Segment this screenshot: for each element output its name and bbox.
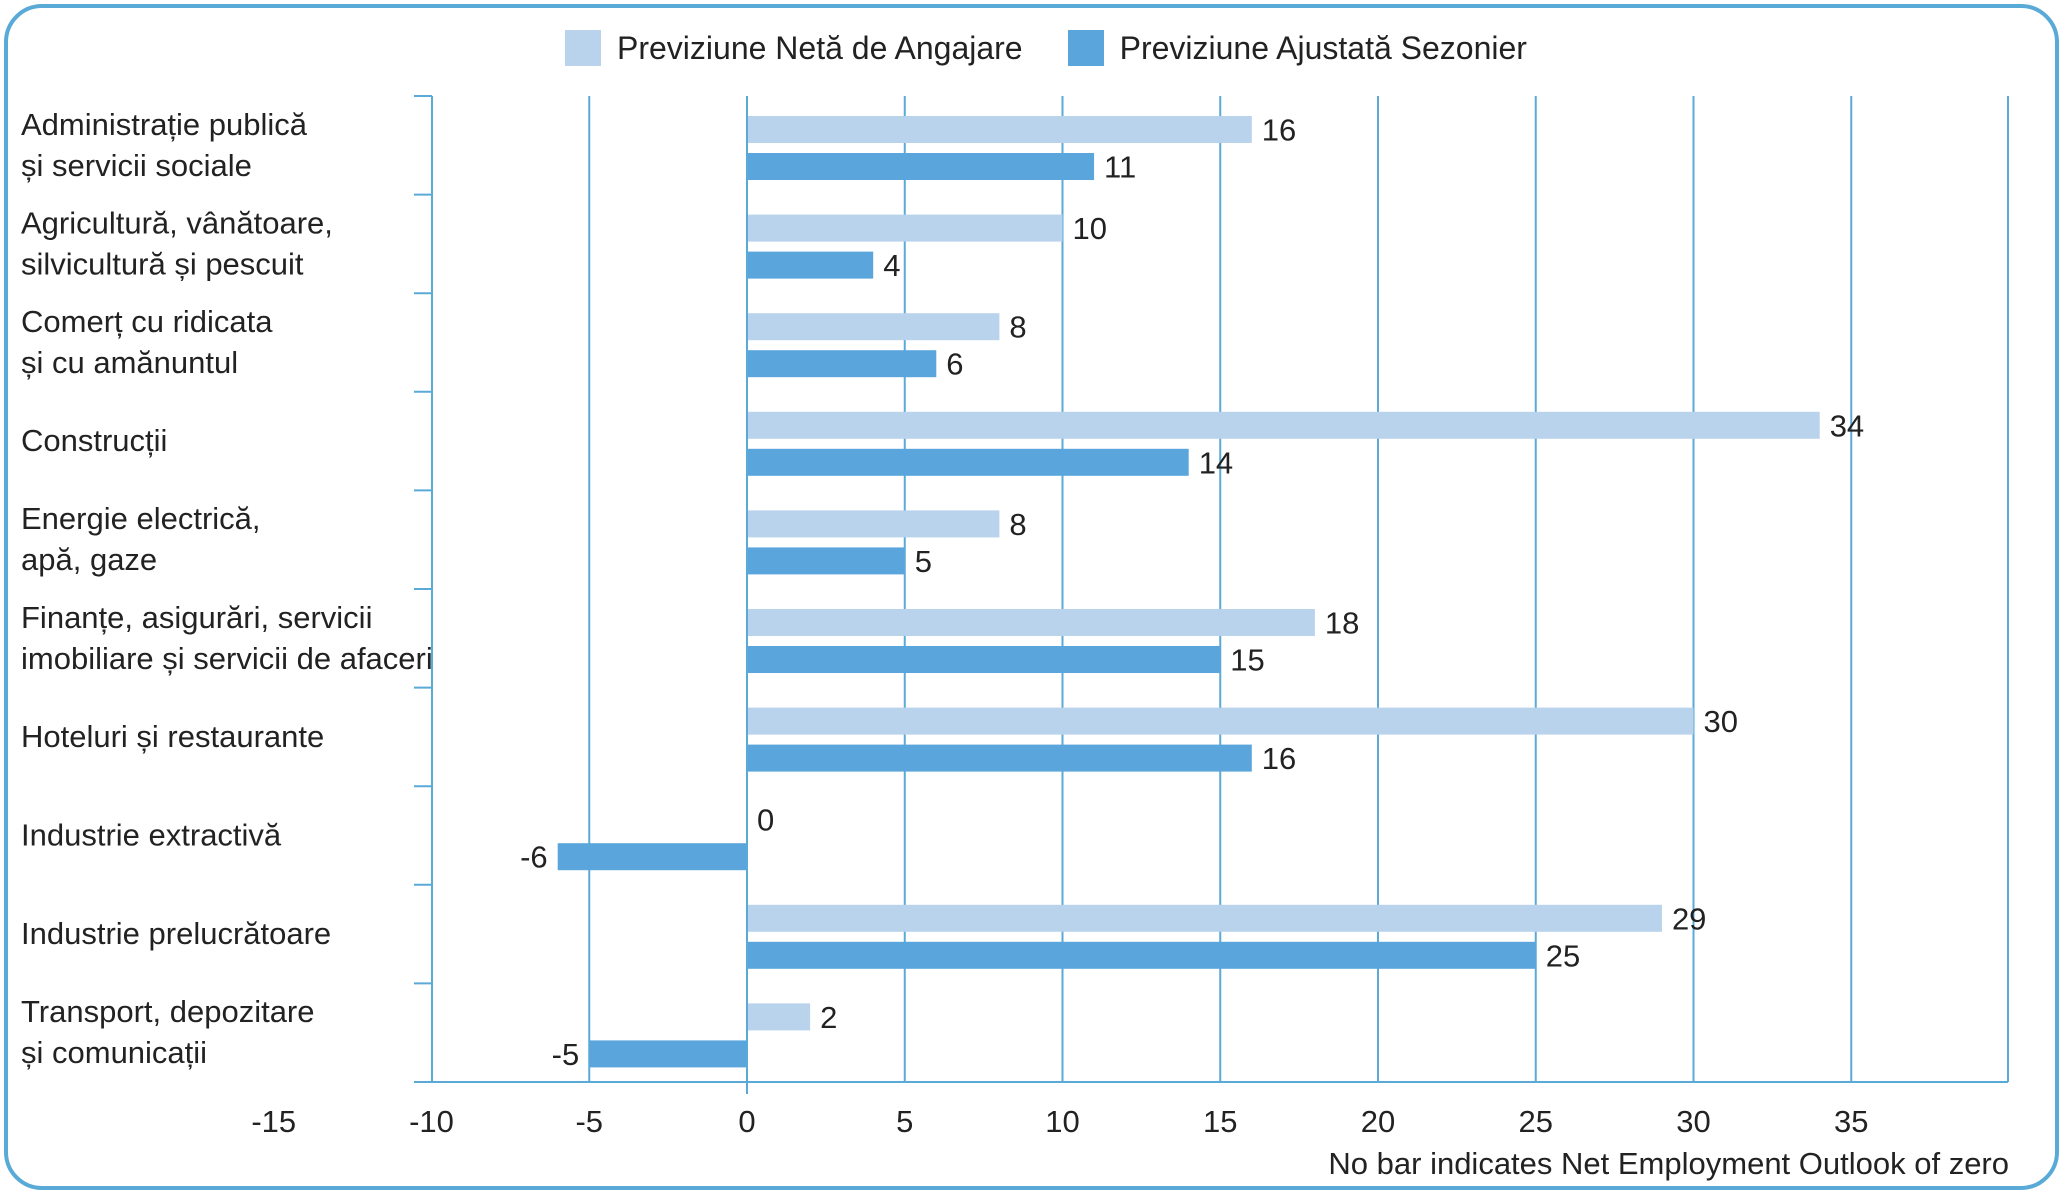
bar-net (747, 411, 1820, 439)
data-label: 4 (883, 248, 900, 283)
legend-label-net: Previziune Netă de Angajare (617, 29, 1023, 66)
bar-adjusted (557, 843, 747, 871)
legend: Previziune Netă de Angajare Previziune A… (565, 28, 1572, 68)
x-tick-label: 20 (1361, 1104, 1395, 1139)
data-label: -6 (520, 840, 548, 875)
category-label-line: Agricultură, vânătoare, (21, 205, 333, 240)
category-label: Administrație publică și servicii sociale (21, 107, 308, 183)
category-label-line: silvicultură și pescuit (21, 246, 304, 281)
bar-adjusted (747, 153, 1095, 180)
category-label-line: Energie electrică, (21, 501, 261, 536)
bar-adjusted (747, 941, 1536, 969)
chart-footnote: No bar indicates Net Employment Outlook … (1328, 1146, 2009, 1181)
data-label: 18 (1325, 606, 1359, 641)
bar-net (747, 904, 1662, 932)
bar-net (747, 609, 1315, 636)
category-label-line: și cu amănuntul (21, 345, 238, 380)
data-label: 14 (1199, 445, 1233, 480)
data-label: 16 (1262, 113, 1296, 148)
legend-label-adj: Previziune Ajustată Sezonier (1119, 29, 1527, 66)
category-label-line: Transport, depozitare (21, 994, 315, 1029)
category-label-line: apă, gaze (21, 542, 157, 577)
x-tick-label: 0 (738, 1104, 755, 1139)
data-label: 10 (1073, 211, 1107, 246)
data-label: 6 (946, 347, 963, 382)
legend-item-adj: Previziune Ajustată Sezonier (1067, 29, 1527, 67)
x-tick-label: 35 (1834, 1104, 1868, 1139)
x-tick-label: -10 (409, 1104, 454, 1139)
x-tick-label: 5 (896, 1104, 913, 1139)
legend-item-net: Previziune Netă de Angajare (565, 30, 1023, 67)
x-tick-label: 30 (1676, 1104, 1710, 1139)
category-label: Industrie extractivă (21, 818, 282, 853)
data-label: -5 (552, 1037, 580, 1072)
bar-net (747, 116, 1252, 143)
bar-adjusted (589, 1040, 747, 1068)
data-label: 8 (1009, 507, 1026, 542)
data-label: 5 (915, 544, 932, 579)
category-label-line: Administrație publică (21, 107, 308, 142)
category-label: Agricultură, vânătoare, silvicultură și p… (21, 205, 333, 281)
category-label-line: Comerț cu ridicata (21, 304, 273, 339)
data-label: 30 (1704, 704, 1738, 739)
category-label-line: Industrie prelucrătoare (21, 916, 331, 951)
chart-frame (4, 4, 2059, 1190)
category-label-line: imobiliare și servicii de afaceri (21, 641, 433, 676)
legend-swatch-adj (1067, 30, 1104, 66)
bar-net (747, 214, 1063, 242)
category-label: Hoteluri și restaurante (21, 719, 324, 754)
data-label: 11 (1104, 150, 1136, 185)
data-label: 25 (1546, 938, 1580, 973)
x-tick-label: -15 (251, 1104, 296, 1139)
bar-net (747, 707, 1694, 735)
category-label: Comerț cu ridicata și cu amănuntul (21, 304, 273, 380)
bar-adjusted (747, 744, 1252, 772)
data-label: 34 (1830, 408, 1864, 443)
data-label: 29 (1672, 901, 1706, 936)
data-label: 15 (1230, 643, 1264, 678)
category-label-line: și comunicații (21, 1035, 207, 1070)
bar-adjusted (747, 350, 937, 378)
data-label: 0 (757, 803, 774, 838)
data-label: 8 (1009, 310, 1026, 345)
bar-net (747, 313, 1000, 341)
category-label: Transport, depozitare și comunicații (21, 994, 315, 1070)
category-label-line: Hoteluri și restaurante (21, 719, 324, 754)
bar-adjusted (747, 646, 1221, 673)
category-label-line: Construcții (21, 423, 167, 458)
bar-net (747, 510, 1000, 538)
category-label-line: și servicii sociale (21, 148, 252, 183)
category-label: Industrie prelucrătoare (21, 916, 331, 951)
bar-adjusted (747, 547, 905, 575)
category-label: Energie electrică, apă, gaze (21, 501, 261, 577)
x-tick-label: -5 (575, 1104, 603, 1139)
x-tick-label: 15 (1203, 1104, 1237, 1139)
data-label: 16 (1262, 741, 1296, 776)
bar-net (747, 1003, 811, 1031)
category-label-line: Industrie extractivă (21, 818, 282, 853)
legend-swatch-net (565, 30, 601, 66)
x-tick-label: 10 (1045, 1104, 1079, 1139)
bar-adjusted (747, 448, 1189, 476)
data-label: 2 (820, 1000, 837, 1035)
category-label-line: Finanțe, asigurări, servicii (21, 600, 372, 635)
bar-adjusted (747, 251, 874, 279)
category-label: Construcții (21, 423, 167, 458)
x-tick-label: 25 (1519, 1104, 1553, 1139)
category-label: Finanțe, asigurări, servicii imobiliare ș… (21, 600, 433, 676)
